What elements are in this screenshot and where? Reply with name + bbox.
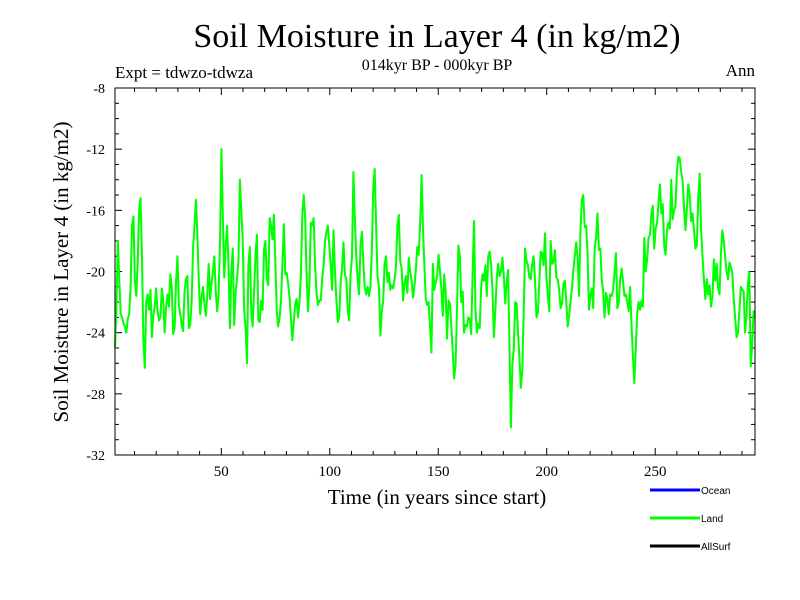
series-line-land: [114, 148, 756, 429]
y-tick-label: -16: [86, 204, 105, 219]
axis-ticks: [115, 87, 755, 456]
x-tick-label: 150: [427, 464, 450, 480]
legend-label-allsurf: AllSurf: [701, 542, 731, 553]
experiment-label: Expt = tdwzo-tdwza: [115, 63, 253, 82]
x-tick-label: 200: [535, 464, 558, 480]
legend: Ocean Land AllSurf: [650, 486, 731, 553]
y-tick-label: -12: [86, 143, 105, 158]
y-tick-label: -24: [86, 327, 105, 342]
x-tick-label: 250: [644, 464, 667, 480]
plot-frame: [114, 87, 756, 456]
chart-subtitle: 014kyr BP - 000kyr BP: [362, 57, 513, 74]
y-tick-label: -8: [93, 82, 105, 97]
x-axis-label: Time (in years since start): [328, 485, 547, 509]
y-tick-label: -32: [86, 449, 105, 464]
legend-label-land: Land: [701, 514, 723, 525]
period-label: Ann: [726, 61, 756, 80]
chart-title: Soil Moisture in Layer 4 (in kg/m2): [193, 18, 680, 55]
legend-label-ocean: Ocean: [701, 486, 730, 497]
y-tick-label: -20: [86, 266, 105, 281]
x-tick-label: 50: [214, 464, 229, 480]
y-tick-label: -28: [86, 388, 105, 403]
y-axis-label: Soil Moisture in Layer 4 (in kg/m2): [49, 122, 73, 423]
x-tick-label: 100: [319, 464, 342, 480]
tick-labels: 50 100 150 200 250 -32 -28 -24 -20 -16 -12 -8: [86, 82, 666, 480]
